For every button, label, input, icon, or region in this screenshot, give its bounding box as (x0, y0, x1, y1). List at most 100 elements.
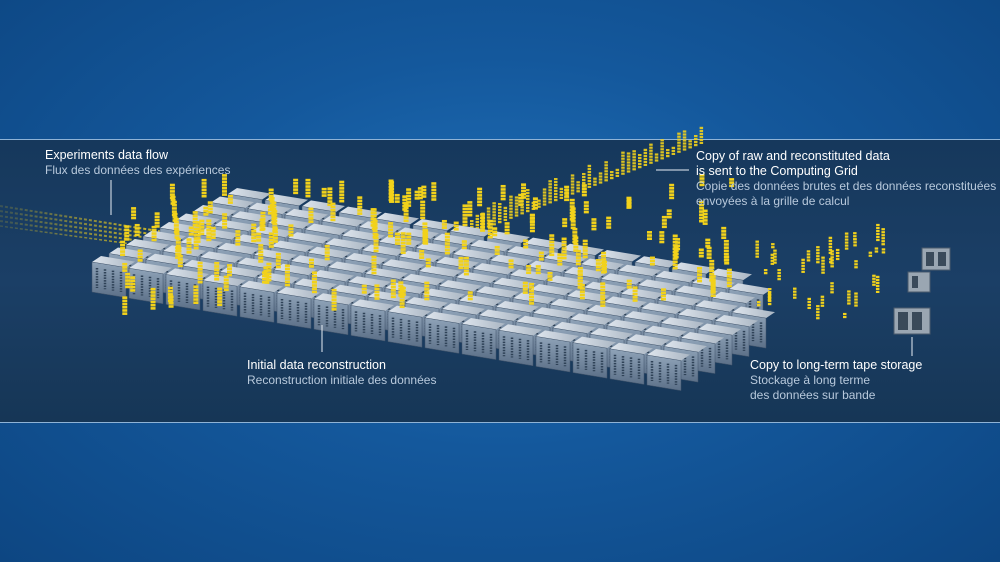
data-bit-stack (262, 271, 268, 284)
grid-bit (626, 155, 631, 158)
tape-bit (875, 290, 880, 294)
data-bit-stack (710, 280, 716, 294)
data-bit-stack (606, 216, 612, 229)
grid-bit (677, 135, 681, 138)
grid-bit (576, 190, 580, 193)
grid-bit (582, 173, 586, 176)
data-bit-stack (518, 193, 524, 206)
grid-bit (593, 177, 597, 180)
grid-bit (604, 161, 608, 164)
data-bit-stack (672, 247, 678, 270)
grid-bit (699, 141, 704, 144)
tape-bit (830, 282, 834, 285)
data-bit-stack (131, 207, 137, 220)
data-bit-stack (414, 190, 420, 200)
data-bit-stack (535, 265, 541, 275)
tape-bit (807, 303, 811, 307)
tape-bit (816, 317, 820, 320)
data-bit-stack (706, 246, 712, 259)
data-bit-stack (327, 187, 333, 207)
tape-bit (844, 244, 849, 247)
data-bit-stack (311, 271, 317, 294)
data-bit-stack (626, 196, 632, 209)
grid-bit (514, 211, 519, 214)
tape-bit (821, 265, 825, 268)
data-bit-stack (425, 258, 431, 268)
data-bit-stack (330, 202, 336, 222)
tape-bit (807, 297, 811, 301)
tape-bit (853, 241, 857, 244)
grid-bit (503, 212, 508, 215)
server-rack (535, 330, 579, 373)
data-bit-stack (601, 251, 607, 274)
grid-bit (610, 171, 614, 174)
grid-bit (554, 178, 558, 181)
grid-bit (542, 188, 547, 191)
grid-bit (671, 152, 676, 155)
data-bit-stack (251, 223, 257, 243)
grid-bit (554, 184, 558, 187)
grid-bit (492, 214, 496, 217)
grid-bit (654, 153, 659, 156)
data-bit-stack (508, 259, 514, 269)
grid-bit (554, 181, 558, 184)
tape-bit (830, 262, 834, 265)
data-bit-stack (389, 181, 395, 203)
tape-storage-units (893, 247, 951, 335)
tape-bit (835, 257, 840, 261)
tape-bit (806, 256, 811, 259)
grid-bit (520, 206, 524, 209)
grid-bit (666, 149, 670, 152)
grid-bit (593, 180, 597, 183)
grid-bit (694, 141, 698, 144)
data-bit-stack (192, 211, 198, 227)
grid-bit (621, 160, 625, 163)
tape-bit (777, 269, 781, 272)
data-bit-stack (339, 180, 345, 203)
grid-bit (520, 209, 524, 212)
data-bit-stack (256, 232, 262, 242)
tape-bit (770, 253, 775, 256)
tape-bit (816, 314, 820, 317)
leader-lines (110, 169, 913, 356)
data-bit-stack (521, 183, 527, 199)
grid-bit (548, 198, 552, 201)
grid-bit (666, 155, 670, 158)
data-bit-stack (646, 231, 652, 241)
grid-bit (699, 132, 704, 135)
data-bit-stack (400, 286, 406, 296)
data-bit-stack (583, 201, 589, 214)
tape-unit (893, 307, 931, 335)
data-bit-stack (723, 239, 729, 262)
grid-bit (509, 213, 513, 216)
data-bit-stack (388, 222, 394, 238)
data-bit-stack (420, 200, 426, 220)
data-bit-stack (529, 213, 535, 233)
grid-bit (554, 199, 558, 202)
tape-bit (829, 261, 833, 264)
grid-bit (570, 180, 575, 183)
data-bit-stack (374, 284, 380, 300)
tape-bit (777, 272, 781, 275)
grid-bit (570, 192, 575, 195)
tape-bit (828, 251, 833, 254)
tape-bit (767, 290, 772, 294)
grid-bit (626, 167, 631, 170)
tape-bit (755, 240, 759, 243)
tape-bit (881, 234, 885, 237)
tape-bit (755, 246, 759, 249)
tape-bit (853, 235, 857, 238)
grid-bit (604, 176, 608, 179)
grid-bit (621, 157, 625, 160)
grid-bit (626, 161, 631, 164)
grid-bit (682, 139, 687, 142)
grid-bit (694, 138, 698, 141)
grid-bit (570, 174, 575, 177)
grid-bit (621, 151, 625, 154)
tape-bit (847, 293, 851, 296)
data-bit-stack (288, 224, 294, 237)
tape-bit (854, 292, 858, 295)
data-bit-stack (258, 244, 264, 263)
grid-bit (514, 202, 519, 205)
data-bit-stack (227, 194, 233, 204)
